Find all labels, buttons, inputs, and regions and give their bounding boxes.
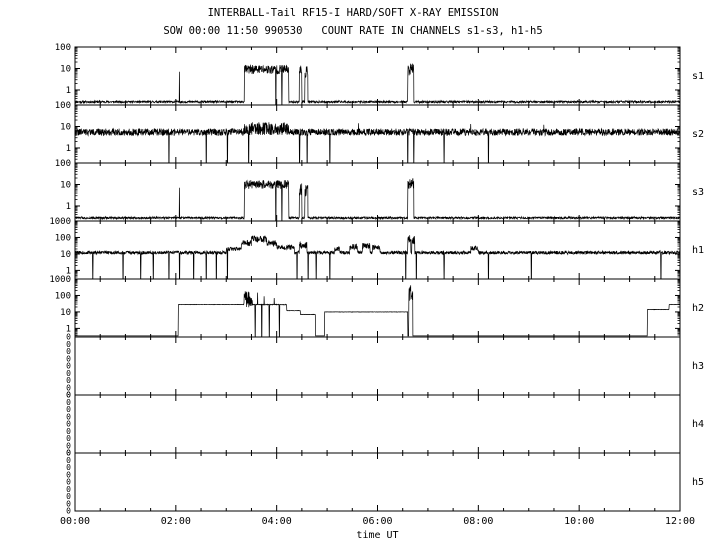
channel-label-h2: h2	[692, 303, 704, 314]
y-zero-label: 0	[66, 492, 71, 501]
channel-label-s1: s1	[692, 71, 704, 82]
y-tick-label: 10	[60, 64, 71, 74]
channel-label-h5: h5	[692, 477, 704, 488]
y-zero-label: 0	[66, 434, 71, 443]
series-s3	[74, 178, 681, 222]
panel-frame-h3	[74, 336, 681, 396]
x-tick-label: 02:00	[161, 516, 191, 527]
y-zero-label: 0	[66, 456, 71, 465]
y-zero-label: 0	[66, 485, 71, 494]
x-tick-label: 08:00	[463, 516, 493, 527]
y-tick-label: 1	[66, 86, 71, 96]
y-zero-label: 0	[66, 354, 71, 363]
y-tick-label: 10	[60, 122, 71, 132]
y-zero-label: 0	[66, 463, 71, 472]
y-zero-label: 0	[66, 405, 71, 414]
y-zero-label: 0	[66, 412, 71, 421]
x-axis-title: time UT	[356, 530, 398, 541]
y-tick-label: 1	[66, 266, 71, 276]
y-zero-label: 0	[66, 383, 71, 392]
y-zero-label: 0	[66, 427, 71, 436]
y-tick-label: 100	[55, 233, 71, 243]
y-zero-label: 0	[66, 470, 71, 479]
y-zero-label: 0	[66, 391, 71, 400]
y-tick-label: 10	[60, 308, 71, 318]
y-zero-label: 0	[66, 499, 71, 508]
channel-label-h3: h3	[692, 361, 704, 372]
x-tick-label: 00:00	[60, 516, 90, 527]
y-zero-label: 0	[66, 441, 71, 450]
panel-frame-h4	[74, 394, 681, 454]
y-zero-label: 0	[66, 340, 71, 349]
y-tick-label: 1000	[49, 217, 71, 227]
channel-label-s3: s3	[692, 187, 704, 198]
panel-frame-h2	[74, 278, 681, 338]
y-zero-label: 0	[66, 391, 71, 400]
series-s2	[74, 122, 681, 164]
y-zero-label: 0	[66, 333, 71, 342]
y-tick-label: 1000	[49, 275, 71, 285]
y-zero-label: 0	[66, 376, 71, 385]
y-tick-label: 100	[55, 159, 71, 169]
y-tick-label: 100	[55, 101, 71, 111]
y-zero-label: 0	[66, 478, 71, 487]
series-h1	[74, 235, 681, 280]
y-tick-label: 10	[60, 180, 71, 190]
y-zero-label: 0	[66, 369, 71, 378]
y-zero-label: 0	[66, 449, 71, 458]
y-tick-label: 100	[55, 291, 71, 301]
panel-frame-s3	[74, 162, 681, 222]
series-s1	[74, 63, 681, 106]
y-zero-label: 0	[66, 398, 71, 407]
series-h2	[75, 285, 681, 338]
y-tick-label: 1	[66, 144, 71, 154]
panel-frame-s1	[74, 46, 681, 106]
y-zero-label: 0	[66, 420, 71, 429]
x-tick-label: 12:00	[665, 516, 695, 527]
x-tick-label: 06:00	[362, 516, 392, 527]
y-tick-label: 1	[66, 202, 71, 212]
y-zero-label: 0	[66, 507, 71, 516]
y-tick-label: 10	[60, 250, 71, 260]
y-tick-label: 1	[66, 324, 71, 334]
y-zero-label: 0	[66, 362, 71, 371]
channel-label-h1: h1	[692, 245, 704, 256]
panel-frame-h5	[74, 452, 681, 512]
y-zero-label: 0	[66, 347, 71, 356]
x-tick-label: 04:00	[262, 516, 292, 527]
channel-label-h4: h4	[692, 419, 704, 430]
y-zero-label: 0	[66, 449, 71, 458]
y-tick-label: 100	[55, 43, 71, 53]
panel-frame-h1	[74, 220, 681, 280]
chart-subtitle: SOW 00:00 11:50 990530 COUNT RATE IN CHA…	[163, 25, 543, 37]
channel-label-s2: s2	[692, 129, 704, 140]
chart-title: INTERBALL-Tail RF15-I HARD/SOFT X-RAY EM…	[207, 7, 499, 19]
x-tick-label: 10:00	[564, 516, 594, 527]
